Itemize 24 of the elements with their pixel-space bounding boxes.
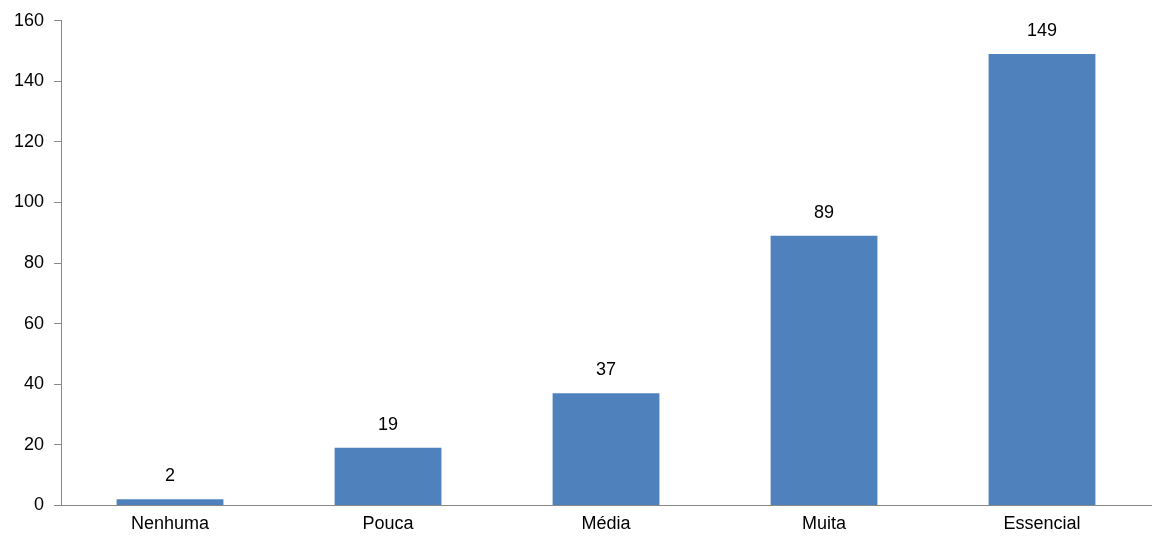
- x-tick-label: Nenhuma: [131, 513, 211, 534]
- bar: [334, 447, 442, 505]
- y-tick-label: 160: [13, 9, 45, 30]
- x-tick-label: Essencial: [1003, 513, 1081, 534]
- bar: [116, 499, 224, 505]
- x-tick-label: Média: [581, 513, 632, 534]
- data-label: 19: [378, 413, 399, 434]
- y-tick-label: 80: [24, 252, 45, 273]
- y-tick-label: 100: [13, 191, 45, 212]
- data-label: 149: [1026, 20, 1058, 41]
- bar: [770, 235, 878, 505]
- x-tick-label: Pouca: [362, 513, 415, 534]
- y-tick-label: 0: [34, 494, 45, 515]
- data-label: 89: [813, 201, 835, 222]
- y-tick-label: 40: [24, 373, 45, 394]
- y-tick-label: 120: [13, 130, 45, 151]
- bar: [552, 393, 660, 505]
- x-tick-label: Muita: [802, 513, 848, 534]
- data-label: 37: [596, 359, 617, 380]
- data-label: 2: [165, 465, 176, 486]
- bar: [988, 54, 1096, 505]
- y-tick-label: 20: [24, 433, 45, 454]
- y-tick-label: 60: [24, 312, 45, 333]
- y-tick-label: 140: [13, 70, 45, 91]
